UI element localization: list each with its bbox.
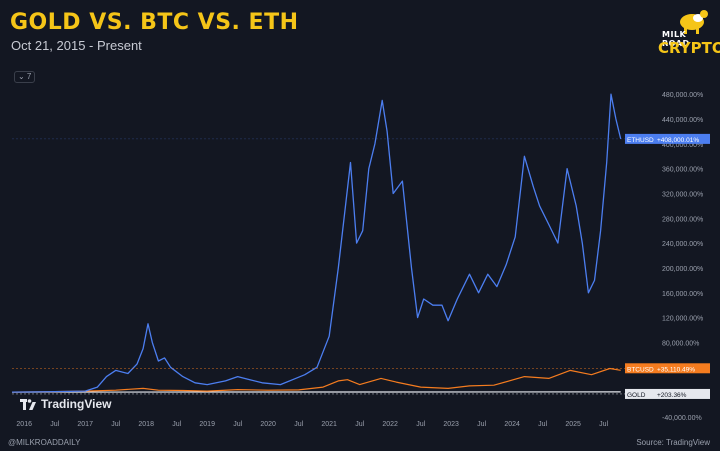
x-tick-label: Jul	[599, 421, 608, 428]
logo-main-text: CRYPTO	[658, 39, 720, 57]
x-tick-label: Jul	[294, 421, 303, 428]
x-tick-label: 2022	[382, 421, 398, 428]
footer-source: Source: TradingView	[636, 438, 710, 447]
series-badge-btcusd: BTCUSD +35,110.49%	[625, 363, 710, 374]
tradingview-logo: TradingView	[20, 397, 111, 411]
series-name: GOLD	[627, 392, 646, 399]
series-value: +203.36%	[657, 392, 687, 399]
x-tick-label: Jul	[355, 421, 364, 428]
y-tick-label: -40,000.00%	[662, 415, 702, 422]
x-tick-label: 2025	[565, 421, 581, 428]
y-tick-label: 400,000.00%	[662, 142, 703, 149]
tradingview-icon	[20, 398, 36, 410]
x-tick-label: Jul	[111, 421, 120, 428]
x-tick-label: 2019	[199, 421, 215, 428]
y-tick-label: 240,000.00%	[662, 241, 703, 248]
series-line-btcusd	[11, 367, 621, 393]
x-tick-label: 2018	[138, 421, 154, 428]
series-badge-gold: GOLD +203.36%	[625, 388, 710, 399]
series-name: ETHUSD	[627, 137, 654, 144]
series-name: BTCUSD	[627, 366, 654, 373]
series-value: +35,110.49%	[657, 366, 695, 373]
y-tick-label: 480,000.00%	[662, 92, 703, 99]
x-tick-label: 2020	[260, 421, 276, 428]
x-tick-label: 2023	[443, 421, 459, 428]
milk-road-crypto-logo: MILK ROAD CRYPTO	[652, 6, 720, 64]
x-tick-label: 2016	[16, 421, 32, 428]
y-tick-label: 80,000.00%	[662, 340, 699, 347]
y-tick-label: 120,000.00%	[662, 316, 703, 323]
chart-title: GOLD VS. BTC VS. ETH	[10, 10, 299, 35]
x-tick-label: Jul	[50, 421, 59, 428]
logo-top-text: MILK ROAD	[662, 30, 690, 48]
y-tick-label: 160,000.00%	[662, 291, 703, 298]
x-tick-label: Jul	[538, 421, 547, 428]
x-tick-label: 2017	[77, 421, 93, 428]
chart-subtitle: Oct 21, 2015 - Present	[11, 38, 142, 53]
collapse-legend-button[interactable]: ⌄ 7	[14, 71, 36, 83]
x-tick-label: Jul	[477, 421, 486, 428]
y-tick-label: 360,000.00%	[662, 167, 703, 174]
series-value: +408,000.01%	[657, 137, 699, 144]
x-tick-label: Jul	[233, 421, 242, 428]
x-tick-label: Jul	[416, 421, 425, 428]
cow-icon	[680, 10, 708, 34]
y-tick-label: 280,000.00%	[662, 216, 703, 223]
series-badge-ethusd: ETHUSD +408,000.01%	[625, 133, 710, 144]
y-tick-label: 440,000.00%	[662, 117, 703, 124]
x-tick-label: 2024	[504, 421, 520, 428]
x-tick-label: Jul	[172, 421, 181, 428]
x-tick-label: 2021	[321, 421, 337, 428]
tradingview-label: TradingView	[41, 397, 112, 411]
y-tick-label: 200,000.00%	[662, 266, 703, 273]
y-tick-label: 320,000.00%	[662, 191, 703, 198]
footer-handle: @MILKROADDAILY	[8, 438, 81, 447]
series-line-ethusd	[11, 93, 622, 393]
